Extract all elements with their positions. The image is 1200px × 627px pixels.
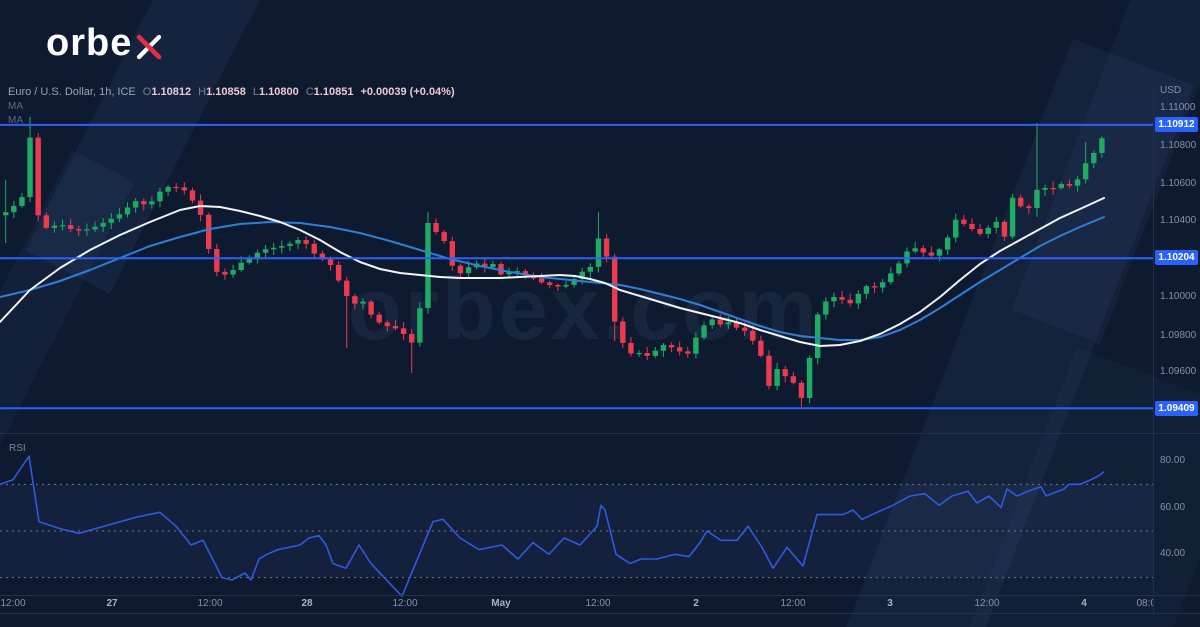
price-level-badge: 1.10912: [1155, 117, 1198, 132]
open-label: O: [142, 86, 152, 98]
logo-x-icon: [137, 34, 162, 60]
bottom-border: [0, 613, 1200, 614]
symbol-header: Euro / U.S. Dollar, 1h, ICE O1.10812 H1.10…: [8, 86, 455, 98]
price-tick-label: 1.10000: [1160, 291, 1197, 302]
price-axis-separator: [1153, 84, 1154, 613]
price-tick-label: 40.00: [1160, 548, 1186, 559]
pane-separator[interactable]: [0, 433, 1200, 434]
ma-white-line: [0, 197, 1105, 347]
candle-series: [3, 117, 1105, 407]
time-tick-label: 2: [693, 598, 699, 609]
time-tick-label: May: [491, 598, 511, 609]
time-tick-label: 12:00: [0, 598, 26, 609]
time-tick-label: 27: [106, 598, 118, 609]
price-tick-label: 1.10600: [1160, 178, 1197, 189]
rsi-line: [0, 455, 1105, 598]
ma-legend-2: MA: [8, 115, 23, 126]
low-value: 1.10800: [258, 86, 299, 98]
price-tick-label: 1.10800: [1160, 140, 1197, 151]
time-tick-label: 08:00: [1136, 598, 1153, 609]
change-value: +0.00039 (+0.04%): [360, 86, 455, 98]
logo-text: orbe: [46, 22, 133, 64]
time-tick-label: 4: [1081, 598, 1087, 609]
low-label: L: [252, 86, 259, 98]
time-tick-label: 12:00: [197, 598, 223, 609]
time-tick-label: 12:00: [974, 598, 1000, 609]
price-level-badge: 1.10204: [1155, 250, 1198, 265]
price-tick-label: 1.11000: [1160, 102, 1196, 113]
rsi-legend: RSI: [9, 443, 26, 454]
time-tick-label: 12:00: [392, 598, 418, 609]
price-tick-label: 1.09800: [1160, 330, 1197, 341]
price-tick-label: 60.00: [1160, 502, 1186, 513]
close-value: 1.10851: [313, 86, 354, 98]
time-tick-label: 3: [887, 598, 893, 609]
open-value: 1.10812: [151, 86, 192, 98]
high-value: 1.10858: [206, 86, 246, 98]
time-tick-label: 12:00: [585, 598, 611, 609]
time-tick-label: 12:00: [780, 598, 806, 609]
price-tick-label: 1.09600: [1160, 366, 1197, 377]
orbex-logo: orbe: [46, 24, 164, 62]
price-tick-label: 1.10400: [1160, 215, 1197, 226]
price-tick-label: 80.00: [1160, 455, 1186, 466]
ma-blue-line: [0, 216, 1105, 341]
close-label: C: [305, 86, 314, 98]
time-tick-label: 28: [301, 598, 313, 609]
high-label: H: [198, 86, 207, 98]
time-axis[interactable]: 12:00 27 12:00 28 12:00 May 12:00 2 12:00 3 12:00 4…: [0, 596, 1153, 613]
ma-legend-1: MA: [8, 101, 23, 112]
price-tick-label: USD: [1160, 85, 1182, 96]
price-axis[interactable]: USD 1.11000 1.10800 1.10600 1.10400 1.10000 1.…: [1153, 84, 1200, 613]
symbol-title: Euro / U.S. Dollar, 1h, ICE: [8, 86, 136, 98]
price-level-badge: 1.09409: [1155, 401, 1198, 416]
time-axis-separator: [0, 595, 1200, 596]
